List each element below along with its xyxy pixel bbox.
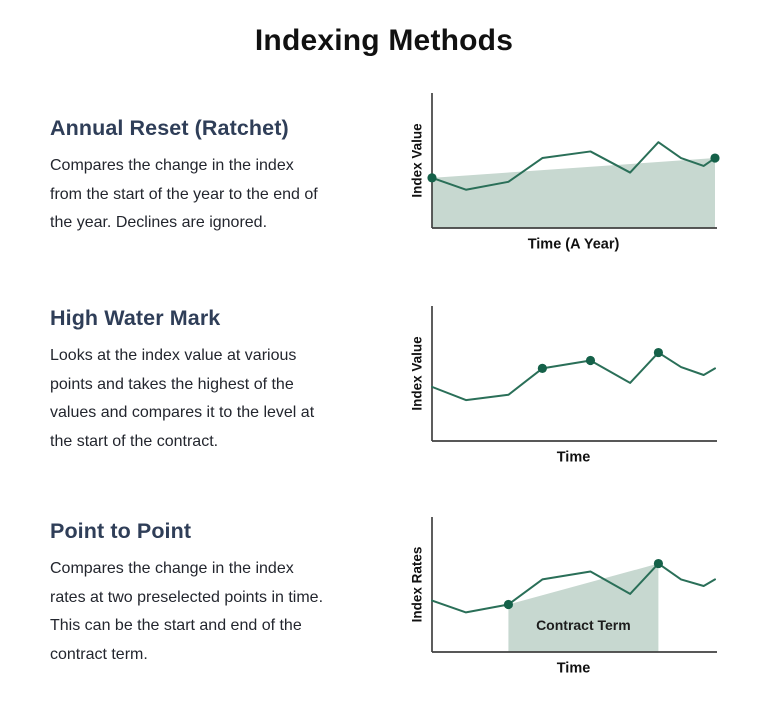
data-point-marker: [585, 355, 596, 366]
section-point-to-point-text: Point to Point Compares the change in th…: [50, 519, 412, 669]
section-annual-reset-text: Annual Reset (Ratchet) Compares the chan…: [50, 116, 412, 238]
data-point-marker: [503, 599, 514, 610]
chart-point-to-point: Contract Term Index Rates Time: [402, 515, 724, 683]
shaded-gain-region: [508, 563, 659, 652]
index-line: [431, 562, 716, 614]
chart-high-water-mark: Index Value Time: [402, 304, 724, 472]
section-heading-point-to-point: Point to Point: [50, 519, 192, 543]
line-chart-annual-reset: Index Value Time (A Year): [410, 93, 720, 253]
data-point-marker: [537, 363, 547, 373]
data-point-marker: [653, 558, 663, 569]
x-axis-label: Time: [557, 450, 591, 466]
shaded-region-label: Contract Term: [536, 617, 631, 633]
page-title: Indexing Methods: [254, 24, 514, 57]
data-point-marker: [710, 153, 720, 163]
section-description-point-to-point: Compares the change in the index rates a…: [50, 560, 324, 663]
data-point-marker: [653, 347, 663, 358]
section-heading-annual-reset: Annual Reset (Ratchet): [50, 116, 289, 140]
chart-annual-reset: Index Value Time (A Year): [402, 91, 724, 259]
y-axis-label: Index Value: [410, 123, 425, 198]
data-point-marker: [427, 173, 437, 183]
section-description-high-water-mark: Looks at the index value at various poin…: [50, 347, 315, 450]
line-chart-high-water-mark: Index Value Time: [410, 306, 717, 466]
section-description-annual-reset: Compares the change in the index from th…: [50, 157, 318, 231]
index-line: [431, 141, 716, 191]
x-axis-label: Time: [557, 661, 591, 677]
x-axis-label: Time (A Year): [528, 237, 620, 253]
y-axis-label: Index Value: [410, 336, 425, 411]
shaded-gain-region: [432, 158, 715, 228]
y-axis-label: Index Rates: [410, 547, 425, 623]
line-chart-point-to-point: Contract Term Index Rates Time: [410, 517, 717, 677]
index-line: [431, 351, 716, 402]
section-heading-high-water-mark: High Water Mark: [50, 306, 221, 330]
section-high-water-mark-text: High Water Mark Looks at the index value…: [50, 306, 412, 456]
